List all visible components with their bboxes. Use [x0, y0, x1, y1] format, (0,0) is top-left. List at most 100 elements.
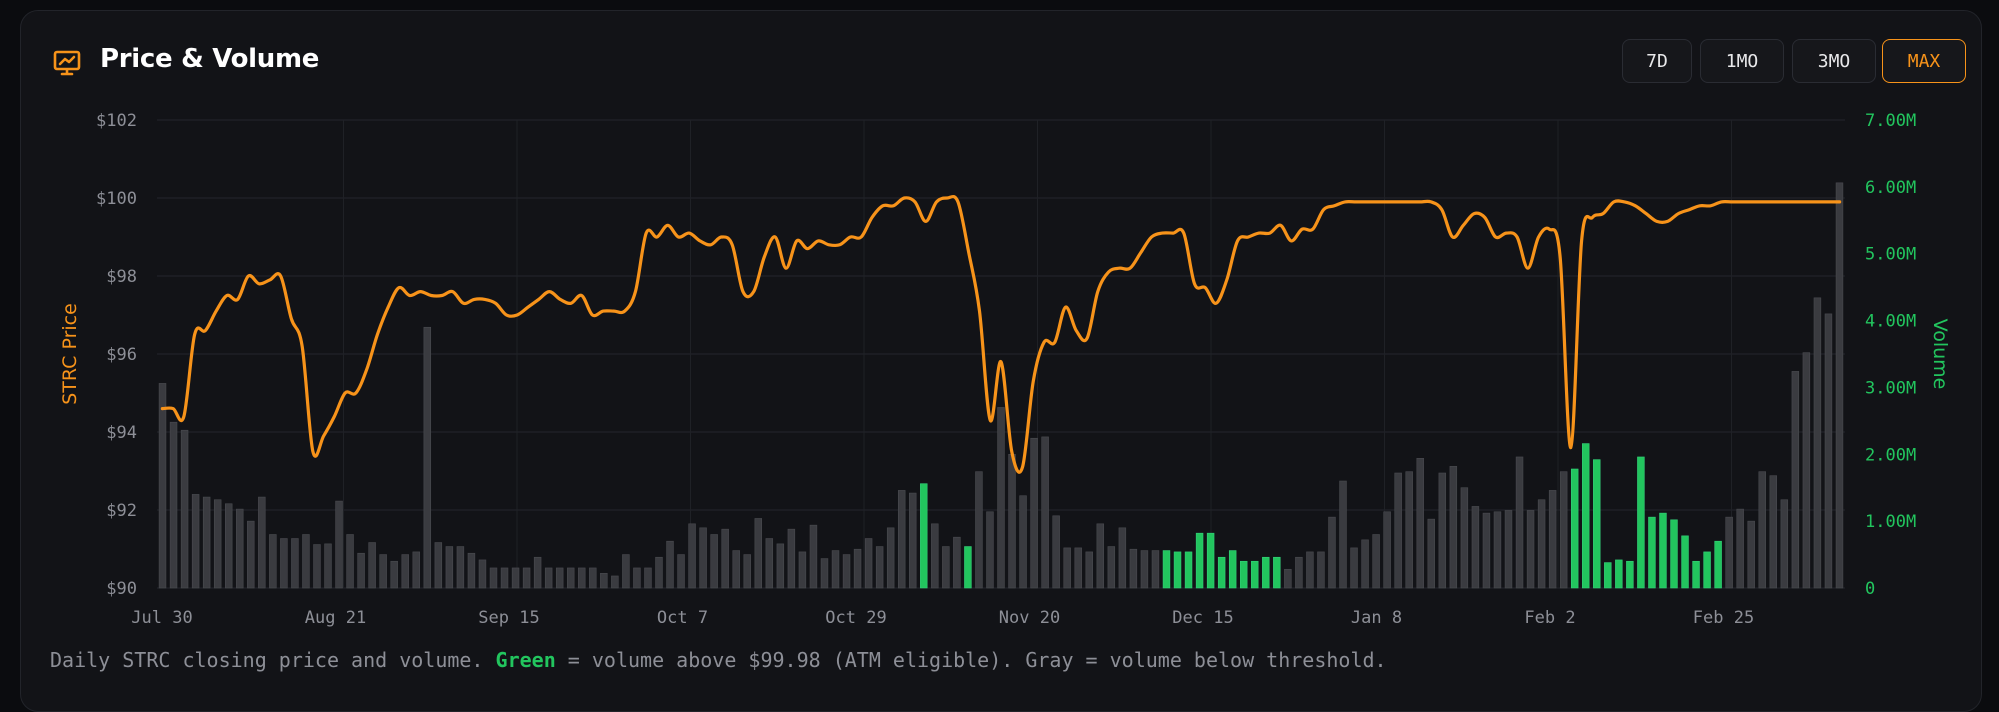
volume-bar: [158, 383, 167, 589]
volume-bar: [346, 534, 354, 589]
x-tick-label: Jul 30: [131, 608, 192, 628]
left-tick-label: $96: [106, 345, 137, 365]
volume-bar: [1350, 547, 1358, 589]
volume-bar: [1460, 487, 1469, 589]
volume-bar: [798, 551, 807, 589]
volume-bar: [1140, 550, 1149, 589]
volume-bar: [224, 503, 233, 589]
volume-bar: [1604, 562, 1612, 589]
range-7d-button[interactable]: 7D: [1622, 39, 1692, 83]
volume-bar: [335, 500, 343, 589]
volume-bar: [1548, 490, 1557, 589]
left-tick-label: $92: [106, 501, 137, 521]
volume-bar: [842, 554, 851, 589]
volume-bar: [1813, 297, 1822, 589]
volume-bar: [1780, 499, 1789, 589]
volume-bar: [1769, 475, 1778, 589]
volume-bar: [1482, 512, 1491, 589]
volume-bar: [1593, 459, 1601, 589]
volume-bar: [1129, 548, 1138, 589]
volume-bar: [511, 567, 520, 589]
volume-bar: [313, 544, 321, 589]
volume-bar: [258, 496, 266, 589]
volume-bar: [478, 559, 487, 589]
volume-bar: [1703, 551, 1711, 589]
caption-text-start: Daily STRC closing price and volume.: [50, 648, 496, 672]
x-tick-label: Nov 20: [999, 608, 1060, 628]
volume-bar: [379, 554, 387, 589]
volume-bar: [1262, 556, 1270, 589]
volume-bar: [611, 575, 619, 589]
volume-bar: [202, 496, 211, 589]
caption-green-word: Green: [495, 648, 556, 672]
volume-bar: [401, 554, 409, 589]
volume-bar: [666, 540, 674, 589]
range-1mo-button[interactable]: 1MO: [1700, 39, 1784, 83]
right-tick-label: 6.00M: [1865, 178, 1916, 198]
range-3mo-button[interactable]: 3MO: [1792, 39, 1876, 83]
volume-bar: [1041, 436, 1049, 589]
volume-bar: [721, 528, 729, 589]
volume-bar: [1559, 471, 1568, 589]
volume-bar: [213, 499, 222, 589]
volume-bar: [567, 567, 575, 589]
volume-bar: [412, 551, 420, 589]
range-max-button[interactable]: MAX: [1882, 39, 1966, 83]
volume-bar: [1394, 472, 1402, 589]
volume-bar: [1052, 515, 1060, 589]
volume-bar: [1504, 510, 1513, 589]
volume-bar: [897, 490, 906, 589]
volume-bar: [931, 523, 939, 589]
right-tick-label: 4.00M: [1865, 312, 1916, 332]
x-tick-label: Aug 21: [305, 608, 366, 628]
volume-bar: [357, 552, 365, 589]
volume-bar: [1184, 551, 1193, 589]
left-tick-label: $90: [106, 579, 137, 599]
volume-bar: [423, 326, 432, 589]
volume-bar: [1747, 520, 1755, 589]
volume-bar: [1030, 437, 1038, 589]
left-axis-title: STRC Price: [59, 303, 81, 405]
volume-bar: [1670, 519, 1678, 589]
volume-bar: [1758, 471, 1766, 589]
x-tick-label: Dec 15: [1172, 608, 1233, 628]
volume-bar: [1251, 560, 1259, 589]
volume-bar: [1692, 560, 1700, 589]
left-tick-label: $100: [96, 189, 137, 209]
right-tick-label: 1.00M: [1865, 512, 1916, 532]
volume-bar: [1273, 556, 1281, 589]
volume-bar: [1802, 352, 1811, 589]
volume-bar: [743, 554, 751, 589]
volume-bar: [1637, 456, 1645, 589]
volume-bar: [456, 546, 465, 589]
volume-bar: [1471, 506, 1480, 589]
left-tick-label: $102: [96, 111, 137, 131]
volume-bar: [622, 554, 630, 589]
volume-bar: [1239, 560, 1248, 589]
volume-bar: [555, 567, 564, 589]
volume-bar: [1736, 508, 1744, 589]
chart-caption: Daily STRC closing price and volume. Gre…: [50, 648, 1387, 672]
volume-bar: [644, 567, 652, 589]
volume-bar: [964, 546, 972, 589]
volume-bar: [544, 567, 553, 589]
right-axis-title: Volume: [1929, 319, 1951, 390]
volume-bar: [578, 567, 586, 589]
volume-bar: [1339, 480, 1347, 589]
volume-bar: [1537, 499, 1546, 589]
volume-bar: [710, 534, 718, 589]
volume-bar: [1515, 456, 1524, 589]
caption-text-end: = volume above $99.98 (ATM eligible). Gr…: [555, 648, 1387, 672]
volume-bar: [677, 554, 685, 589]
volume-bar: [1582, 443, 1590, 589]
volume-bar: [853, 548, 862, 589]
volume-bar: [280, 538, 288, 589]
volume-bar: [688, 523, 696, 589]
volume-bar: [467, 552, 476, 589]
volume-bar: [1416, 457, 1424, 589]
volume-bar: [269, 534, 277, 589]
volume-bar: [1151, 550, 1160, 589]
price-volume-chart: $102 $100 $98 $96 $94 $92 $90 7.00M 6.00M 5.00M 4.…: [59, 111, 1951, 628]
x-tick-label: Oct 7: [657, 608, 708, 628]
volume-bar: [1306, 551, 1314, 589]
